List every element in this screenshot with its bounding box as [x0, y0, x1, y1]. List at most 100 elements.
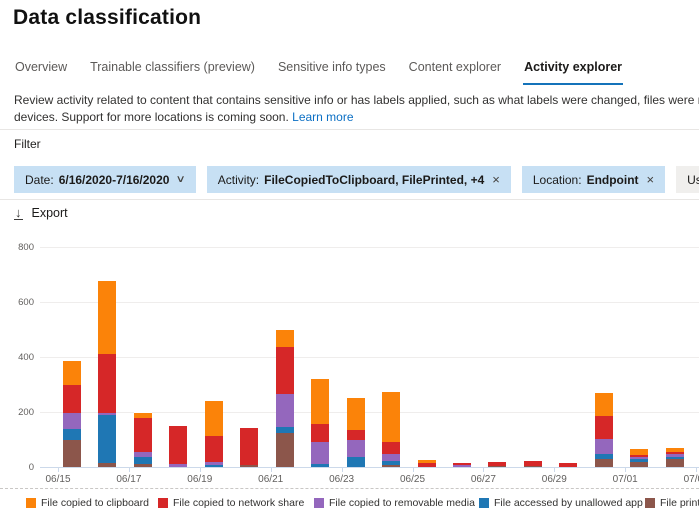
legend-label: File printed	[660, 497, 699, 509]
x-axis-tick	[270, 468, 272, 472]
tab-activity-explorer[interactable]: Activity explorer	[523, 54, 624, 85]
bar-segment	[133, 464, 152, 467]
legend-label: File copied to network share	[173, 497, 305, 509]
bar-06/23[interactable]	[346, 236, 365, 467]
legend-item[interactable]: File copied to removable media	[314, 497, 475, 509]
bar-06/24[interactable]	[382, 236, 401, 467]
y-axis-tick-label: 400	[18, 352, 34, 363]
legend-item[interactable]: File copied to network share	[158, 497, 304, 509]
bar-segment	[240, 427, 259, 466]
bar-segment	[594, 415, 613, 439]
bar-segment	[204, 435, 223, 463]
bar-segment	[630, 461, 649, 467]
filter-chip-location[interactable]: Location: Endpoint ×	[521, 166, 666, 193]
bar-06/20[interactable]	[240, 236, 259, 467]
tab-overview[interactable]: Overview	[15, 60, 68, 74]
filter-chip-date[interactable]: Date: 6/16/2020-7/16/2020 ∨	[14, 166, 196, 193]
tab-trainable-classifiers-preview[interactable]: Trainable classifiers (preview)	[90, 60, 255, 74]
bar-06/27[interactable]	[488, 236, 507, 467]
y-axis-tick-label: 800	[18, 242, 34, 253]
filter-chip-user[interactable]: User:Any	[676, 166, 699, 193]
bar-segment	[98, 414, 117, 463]
bar-06/25[interactable]	[417, 236, 436, 467]
chip-value: 6/16/2020-7/16/2020	[58, 172, 170, 187]
learn-more-link[interactable]: Learn more	[292, 110, 354, 124]
bar-segment	[63, 413, 81, 429]
bar-segment	[594, 438, 613, 455]
bar-segment	[133, 413, 152, 418]
bar-segment	[382, 465, 401, 467]
legend-swatch-icon	[645, 498, 655, 508]
x-axis-tick-label: 06/15	[45, 474, 71, 485]
legend-item[interactable]: File accessed by unallowed app	[479, 497, 643, 509]
bar-segment	[594, 393, 613, 416]
export-button[interactable]: ↓ Export	[14, 206, 68, 220]
x-axis-tick	[341, 468, 343, 472]
bar-segment	[311, 379, 330, 424]
bar-07/02[interactable]	[665, 236, 684, 467]
chart-legend: File copied to clipboard File copied to n…	[0, 497, 699, 513]
tab-content-explorer[interactable]: Content explorer	[408, 60, 502, 74]
bar-segment	[452, 462, 471, 465]
bar-06/18[interactable]	[169, 236, 188, 467]
chip-label: User:	[687, 172, 699, 187]
legend-item[interactable]: File printed	[645, 497, 699, 509]
bar-06/26[interactable]	[452, 236, 471, 467]
bar-06/22[interactable]	[311, 236, 330, 467]
bar-segment	[559, 462, 578, 467]
divider	[0, 199, 699, 200]
page-description: Review activity related to content that …	[14, 92, 699, 126]
chart-bottom-dashed-divider	[0, 488, 699, 489]
x-axis-line	[40, 467, 699, 468]
close-icon[interactable]: ×	[492, 172, 500, 187]
bar-segment	[630, 454, 649, 458]
x-axis-tick	[412, 468, 414, 472]
x-axis-tick	[483, 468, 485, 472]
legend-swatch-icon	[26, 498, 36, 508]
bar-segment	[630, 458, 649, 462]
bar-segment	[275, 347, 294, 395]
bar-06/21[interactable]	[275, 236, 294, 467]
bar-segment	[594, 454, 613, 459]
bar-06/30[interactable]	[594, 236, 613, 467]
bar-segment	[133, 457, 152, 465]
bar-segment	[98, 281, 117, 355]
bar-06/29[interactable]	[559, 236, 578, 467]
bar-segment	[133, 417, 152, 452]
gridline	[40, 302, 699, 303]
x-axis-tick-label: 06/29	[541, 474, 567, 485]
bar-06/19[interactable]	[204, 236, 223, 467]
chevron-down-icon[interactable]: ∨	[175, 173, 187, 185]
bar-segment	[346, 397, 365, 431]
bar-segment	[204, 462, 223, 465]
bar-06/17[interactable]	[133, 236, 152, 467]
bar-segment	[630, 449, 649, 455]
bar-segment	[311, 464, 330, 467]
bar-segment	[311, 423, 330, 443]
filter-chip-activity[interactable]: Activity: FileCopiedToClipboard, FilePrin…	[206, 166, 511, 193]
close-icon[interactable]: ×	[646, 172, 655, 187]
filter-label: Filter	[14, 137, 41, 151]
bar-07/01[interactable]	[630, 236, 649, 467]
download-icon: ↓	[14, 204, 23, 220]
legend-label: File accessed by unallowed app	[494, 497, 643, 509]
x-axis-tick-label: 06/21	[258, 474, 284, 485]
x-axis-tick-label: 06/23	[329, 474, 355, 485]
bar-segment	[63, 439, 81, 467]
bar-06/15[interactable]	[63, 236, 81, 467]
legend-swatch-icon	[158, 498, 168, 508]
bar-segment	[204, 401, 223, 436]
y-axis-tick-label: 200	[18, 407, 34, 418]
bar-segment	[523, 460, 542, 466]
bar-segment	[523, 465, 542, 467]
legend-item[interactable]: File copied to clipboard	[26, 497, 149, 509]
bar-segment	[665, 457, 684, 460]
bar-06/16[interactable]	[98, 236, 117, 467]
bar-segment	[169, 464, 188, 467]
bar-segment	[665, 452, 684, 455]
x-axis-tick	[58, 468, 59, 472]
bar-06/28[interactable]	[523, 236, 542, 467]
tab-sensitive-info-types[interactable]: Sensitive info types	[277, 60, 386, 74]
bar-segment	[346, 456, 365, 467]
